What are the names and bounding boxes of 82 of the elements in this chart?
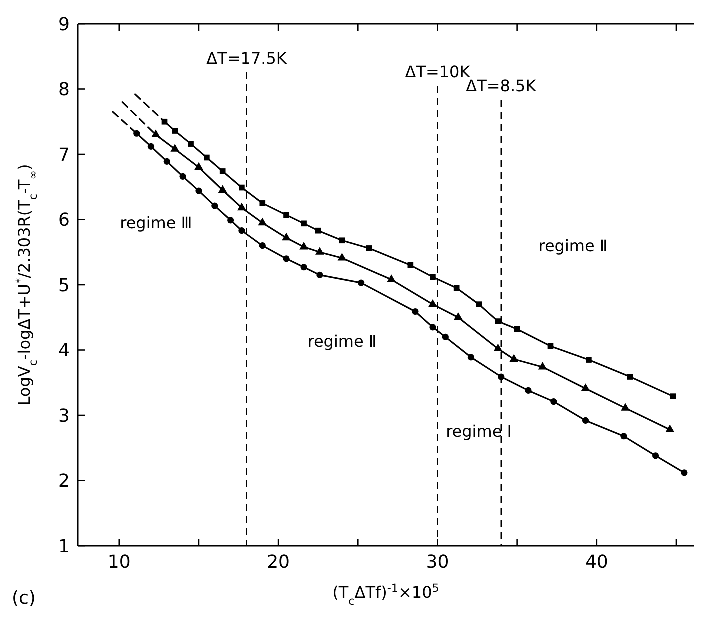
x-tick-label: 40 <box>585 552 608 573</box>
point <box>238 202 246 211</box>
point <box>494 344 503 352</box>
point <box>550 398 558 406</box>
point <box>525 387 532 394</box>
point <box>514 326 520 332</box>
point <box>627 374 634 380</box>
point <box>259 242 266 250</box>
point <box>586 357 592 363</box>
point <box>204 154 210 161</box>
point <box>238 228 246 234</box>
point <box>260 200 266 206</box>
x-axis-title: (T$_{c}$ΔTf)$^{-1}$×10$^{5}$ <box>332 582 440 608</box>
point <box>339 238 346 244</box>
point <box>194 162 204 170</box>
point <box>283 256 290 262</box>
annotation: regime Ⅰ <box>446 422 512 441</box>
annotation: ΔT=17.5K <box>206 49 288 68</box>
point <box>300 242 308 250</box>
y-tick-label: 2 <box>58 471 70 492</box>
point <box>454 312 463 320</box>
point <box>548 343 554 350</box>
point <box>212 202 218 210</box>
point <box>220 168 226 174</box>
y-tick-label: 4 <box>58 340 70 362</box>
point <box>538 362 548 370</box>
point <box>338 253 347 261</box>
point <box>498 374 505 380</box>
annotation: regime Ⅲ <box>120 213 192 232</box>
y-tick-label: 7 <box>58 144 70 166</box>
y-tick-label: 6 <box>58 210 70 232</box>
point <box>239 184 245 191</box>
point <box>315 228 322 234</box>
point <box>170 144 180 152</box>
point <box>412 308 419 316</box>
point <box>428 299 438 308</box>
point <box>681 470 688 476</box>
y-tick-label: 3 <box>58 406 70 427</box>
y-tick-label: 9 <box>58 14 70 36</box>
point <box>430 324 436 331</box>
x-tick-label: 20 <box>267 552 290 573</box>
point <box>620 433 628 440</box>
point <box>408 262 414 268</box>
point <box>316 272 324 278</box>
point <box>284 212 290 218</box>
y-tick-label: 8 <box>58 80 70 101</box>
point <box>476 302 482 308</box>
x-tick-label: 30 <box>426 552 450 573</box>
point <box>670 394 676 400</box>
y-tick-label: 1 <box>58 536 70 558</box>
point <box>581 384 590 392</box>
point <box>164 158 170 165</box>
point <box>282 232 291 241</box>
point <box>301 220 307 227</box>
point <box>228 217 234 224</box>
point <box>430 274 436 280</box>
annotation: regime Ⅱ <box>308 332 377 351</box>
point <box>188 141 194 147</box>
x-tick-label: 10 <box>108 552 131 573</box>
point <box>148 143 155 150</box>
point <box>196 188 202 194</box>
point <box>366 246 372 252</box>
point <box>652 452 660 460</box>
point <box>495 318 502 324</box>
point <box>468 354 474 361</box>
point <box>180 173 186 180</box>
point <box>358 280 365 286</box>
point <box>442 334 449 340</box>
y-tick-label: 5 <box>58 275 70 296</box>
point <box>172 128 178 134</box>
point <box>152 130 160 138</box>
point <box>510 354 519 362</box>
text: (c) <box>12 588 36 609</box>
point <box>300 264 308 271</box>
point <box>258 218 268 226</box>
point <box>387 274 396 282</box>
annotation: regime Ⅱ <box>538 236 608 256</box>
point <box>666 424 675 432</box>
point <box>621 403 630 411</box>
point <box>582 417 590 424</box>
point <box>218 185 228 193</box>
point <box>316 247 324 255</box>
